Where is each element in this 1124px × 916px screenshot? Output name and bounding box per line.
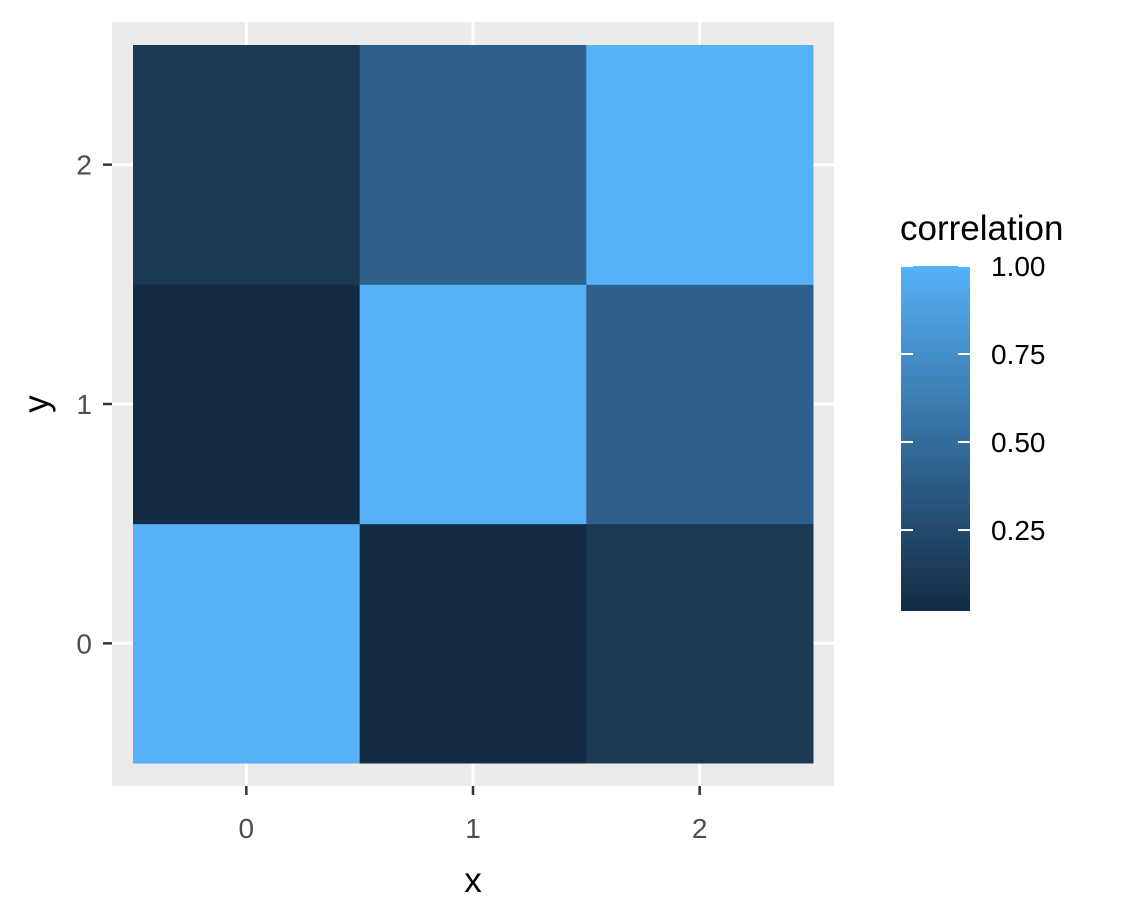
heatmap-cell — [586, 45, 814, 285]
x-tick-label: 1 — [465, 813, 481, 844]
y-axis: 0 1 2 — [76, 150, 112, 659]
legend-break-label: 1.00 — [991, 251, 1046, 282]
x-tick-label: 2 — [692, 813, 708, 844]
heatmap-cell — [586, 523, 814, 764]
x-axis-title: x — [464, 861, 482, 900]
y-tick-label: 0 — [76, 628, 92, 659]
heatmap-cell — [133, 523, 361, 764]
y-tick-label: 1 — [76, 389, 92, 420]
x-axis: 0 1 2 — [239, 786, 708, 844]
legend-break-label: 0.25 — [991, 515, 1046, 546]
legend-colorbar — [901, 266, 970, 611]
heatmap-cell — [359, 45, 587, 285]
heatmap-cell — [586, 284, 814, 525]
legend-title: correlation — [900, 209, 1063, 248]
legend-break-label: 0.75 — [991, 339, 1046, 370]
heatmap-cell — [133, 45, 361, 285]
y-axis-title: y — [17, 395, 56, 413]
heatmap-cells — [133, 45, 814, 764]
y-tick-label: 2 — [76, 150, 92, 181]
heatmap-cell — [359, 284, 587, 525]
legend-break-label: 0.50 — [991, 427, 1046, 458]
heatmap-cell — [359, 523, 587, 764]
color-legend: correlation 0.25 0.50 0.75 1.00 — [900, 209, 1063, 611]
x-tick-label: 0 — [239, 813, 255, 844]
heatmap-cell — [133, 284, 361, 525]
